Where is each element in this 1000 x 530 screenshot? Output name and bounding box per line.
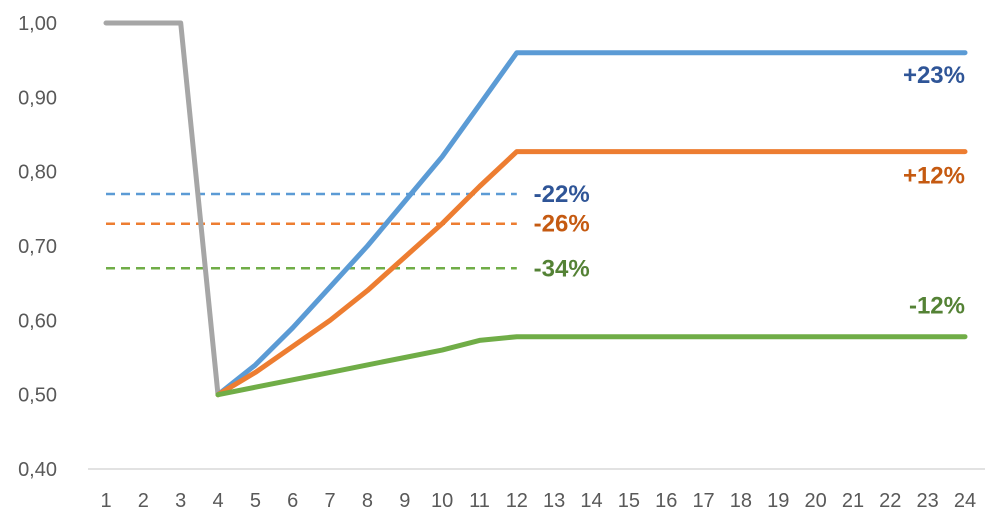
- x-tick-label: 12: [506, 490, 528, 512]
- x-tick-label: 16: [655, 490, 677, 512]
- x-tick-label: 23: [917, 490, 939, 512]
- y-tick-label: 0,50: [18, 385, 57, 407]
- x-tick-label: 19: [767, 490, 789, 512]
- y-tick-label: 1,00: [18, 13, 57, 35]
- change-annotation: +23%: [903, 62, 965, 89]
- y-tick-label: 0,90: [18, 87, 57, 109]
- x-tick-label: 4: [212, 490, 223, 512]
- x-tick-label: 6: [287, 490, 298, 512]
- y-tick-label: 0,70: [18, 236, 57, 258]
- x-tick-label: 8: [362, 490, 373, 512]
- y-tick-label: 0,80: [18, 162, 57, 184]
- change-annotation: -34%: [534, 255, 590, 282]
- x-tick-label: 17: [692, 490, 714, 512]
- y-tick-label: 0,40: [18, 459, 57, 481]
- change-annotation: -22%: [534, 181, 590, 208]
- solid-series-layer: [103, 20, 968, 398]
- x-tick-label: 20: [804, 490, 826, 512]
- x-tick-label: 15: [618, 490, 640, 512]
- y-tick-label: 0,60: [18, 310, 57, 332]
- annotation-layer: +23% +12% -12% -22% -26% -34%: [534, 62, 965, 319]
- change-annotation: -26%: [534, 211, 590, 238]
- dashed-series-layer: [106, 192, 517, 270]
- x-tick-label: 18: [730, 490, 752, 512]
- change-annotation: +12%: [903, 162, 965, 189]
- x-tick-label: 7: [325, 490, 336, 512]
- x-tick-label: 21: [842, 490, 864, 512]
- series-line: [103, 20, 221, 398]
- x-tick-label: 22: [879, 490, 901, 512]
- x-tick-label: 14: [580, 490, 602, 512]
- x-tick-label: 10: [431, 490, 453, 512]
- x-tick-label: 24: [954, 490, 976, 512]
- x-tick-label: 5: [250, 490, 261, 512]
- x-tick-label: 2: [138, 490, 149, 512]
- series-line: [215, 50, 968, 398]
- x-tick-label: 1: [100, 490, 111, 512]
- x-tick-label: 13: [543, 490, 565, 512]
- series-line: [215, 149, 968, 398]
- x-tick-label: 11: [469, 490, 490, 512]
- series-line: [215, 334, 968, 398]
- change-annotation: -12%: [909, 292, 965, 319]
- x-tick-label: 3: [175, 490, 186, 512]
- x-tick-label: 9: [399, 490, 410, 512]
- axis-layer: 0,400,500,600,700,800,901,001 2 3 4 5 6 7 8 9 10 1…: [18, 13, 985, 512]
